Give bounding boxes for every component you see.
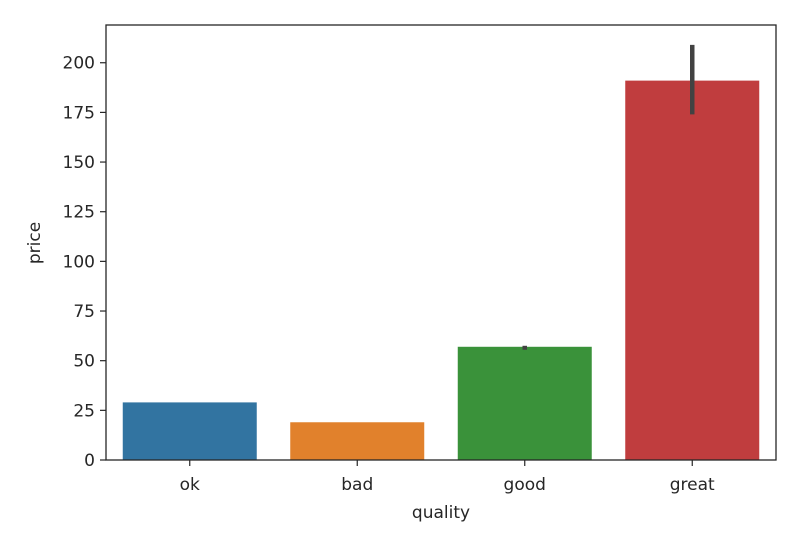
x-axis-label: quality — [412, 503, 470, 523]
x-tick-label: good — [504, 475, 546, 495]
y-tick-label: 100 — [63, 252, 95, 272]
x-tick-label: bad — [341, 475, 373, 495]
y-tick-label: 125 — [63, 203, 95, 223]
bar-ok — [122, 402, 257, 460]
bars-group — [122, 80, 760, 460]
x-tick-label: great — [670, 475, 715, 495]
y-tick-label: 150 — [63, 153, 95, 173]
y-tick-label: 200 — [63, 54, 95, 74]
plot-frame — [105, 24, 777, 461]
error-bars-group — [522, 44, 695, 350]
bar-great — [625, 80, 760, 460]
y-tick-label: 75 — [73, 302, 95, 322]
bar-bad — [290, 422, 425, 460]
x-tick-label: ok — [180, 475, 200, 495]
y-axis: 0 25 50 75 100 125 150 175 200 — [63, 54, 106, 471]
y-tick-label: 50 — [73, 352, 95, 372]
y-tick-label: 25 — [73, 401, 95, 421]
x-axis: ok bad good great — [180, 460, 715, 495]
y-tick-label: 175 — [63, 103, 95, 123]
y-axis-label: price — [25, 222, 45, 264]
bar-good — [457, 346, 592, 460]
y-tick-label: 0 — [84, 451, 95, 471]
